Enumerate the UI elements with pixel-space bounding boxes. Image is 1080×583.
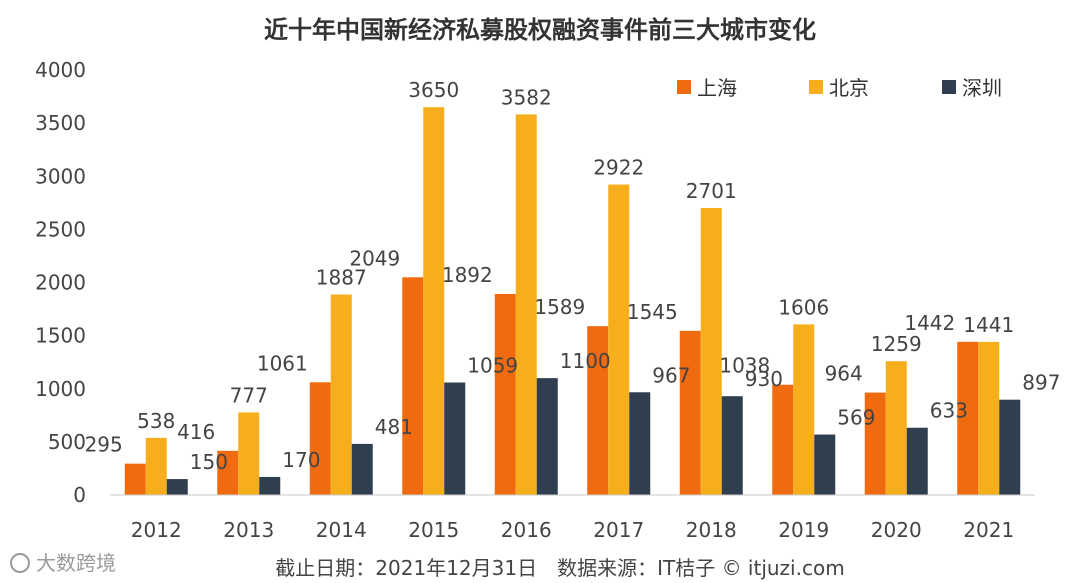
data-label: 1038 bbox=[719, 354, 770, 378]
legend-swatch-上海 bbox=[677, 80, 691, 94]
bar-北京-2012 bbox=[145, 437, 167, 495]
data-label: 416 bbox=[177, 420, 215, 444]
x-tick-label: 2019 bbox=[778, 518, 829, 542]
data-label: 569 bbox=[837, 406, 875, 430]
data-label: 1606 bbox=[778, 295, 829, 319]
data-label: 1441 bbox=[963, 313, 1014, 337]
legend-swatch-北京 bbox=[809, 80, 823, 94]
legend-label-北京: 北京 bbox=[829, 76, 869, 100]
bars-group bbox=[124, 107, 1021, 496]
bar-上海-2021 bbox=[957, 341, 979, 495]
bar-上海-2014 bbox=[309, 382, 331, 495]
x-axis: 2012 2013 2014 2015 2016 2017 2018 2019 2020 2021 bbox=[110, 494, 1035, 542]
data-label: 3582 bbox=[501, 85, 552, 109]
data-label: 3650 bbox=[408, 78, 459, 102]
bar-上海-2012 bbox=[124, 463, 146, 495]
bar-深圳-2015 bbox=[444, 382, 466, 495]
y-axis: 0 500 1000 1500 2000 2500 3000 3500 4000 bbox=[35, 58, 86, 507]
data-label: 295 bbox=[85, 433, 123, 457]
bar-深圳-2021 bbox=[999, 399, 1021, 495]
data-label: 1442 bbox=[904, 311, 955, 335]
bar-北京-2020 bbox=[885, 361, 907, 495]
x-tick-label: 2014 bbox=[316, 518, 367, 542]
x-tick-label: 2012 bbox=[131, 518, 182, 542]
y-tick-label: 1500 bbox=[35, 324, 86, 348]
data-label: 481 bbox=[375, 415, 413, 439]
data-label: 1892 bbox=[442, 263, 493, 287]
data-label: 2049 bbox=[349, 246, 400, 270]
x-tick-label: 2016 bbox=[501, 518, 552, 542]
x-tick-label: 2015 bbox=[408, 518, 459, 542]
bar-北京-2013 bbox=[238, 412, 260, 495]
bar-上海-2017 bbox=[587, 326, 609, 495]
bar-上海-2016 bbox=[494, 293, 516, 495]
data-label: 538 bbox=[137, 409, 175, 433]
data-label: 1545 bbox=[627, 300, 678, 324]
bar-深圳-2016 bbox=[536, 378, 558, 495]
bar-上海-2015 bbox=[402, 277, 424, 495]
data-label: 1589 bbox=[534, 295, 585, 319]
data-label: 1100 bbox=[560, 349, 611, 373]
bar-深圳-2019 bbox=[814, 434, 836, 495]
bar-深圳-2020 bbox=[906, 427, 928, 495]
data-label: 897 bbox=[1022, 371, 1060, 395]
data-label: 633 bbox=[930, 399, 968, 423]
y-tick-label: 0 bbox=[73, 483, 86, 507]
y-tick-label: 1000 bbox=[35, 377, 86, 401]
y-tick-label: 2000 bbox=[35, 271, 86, 295]
y-tick-label: 4000 bbox=[35, 58, 86, 82]
data-label: 777 bbox=[230, 383, 268, 407]
legend-label-深圳: 深圳 bbox=[962, 76, 1002, 100]
y-tick-label: 3000 bbox=[35, 164, 86, 188]
bar-北京-2021 bbox=[978, 341, 1000, 495]
watermark-logo-icon bbox=[10, 553, 30, 573]
bar-北京-2015 bbox=[423, 107, 445, 495]
bar-北京-2014 bbox=[330, 294, 352, 495]
y-tick-label: 2500 bbox=[35, 217, 86, 241]
watermark-text: 大数跨境 bbox=[36, 551, 116, 575]
data-label: 964 bbox=[825, 362, 863, 386]
bar-北京-2017 bbox=[608, 184, 630, 495]
x-tick-label: 2013 bbox=[223, 518, 274, 542]
data-label: 170 bbox=[282, 448, 320, 472]
bar-上海-2019 bbox=[772, 384, 794, 495]
y-tick-label: 500 bbox=[48, 430, 86, 454]
data-label: 1259 bbox=[871, 332, 922, 356]
data-label: 2701 bbox=[686, 179, 737, 203]
chart-title: 近十年中国新经济私募股权融资事件前三大城市变化 bbox=[264, 16, 816, 44]
bar-深圳-2018 bbox=[721, 396, 743, 495]
bar-北京-2016 bbox=[515, 114, 537, 495]
x-tick-label: 2021 bbox=[963, 518, 1014, 542]
legend: 上海 北京 深圳 bbox=[677, 76, 1002, 100]
bar-北京-2019 bbox=[793, 324, 815, 495]
bar-上海-2020 bbox=[864, 392, 886, 495]
x-tick-label: 2020 bbox=[871, 518, 922, 542]
x-tick-label: 2017 bbox=[593, 518, 644, 542]
bar-上海-2018 bbox=[679, 330, 701, 495]
footer-source: 截止日期：2021年12月31日 数据来源：IT桔子 © itjuzi.com bbox=[275, 556, 844, 580]
bar-深圳-2014 bbox=[351, 443, 373, 495]
data-label: 1887 bbox=[316, 266, 367, 290]
data-label: 150 bbox=[190, 450, 228, 474]
data-label: 1061 bbox=[257, 351, 308, 375]
bar-深圳-2017 bbox=[629, 392, 651, 495]
watermark-badge: 大数跨境 bbox=[10, 551, 116, 575]
y-tick-label: 3500 bbox=[35, 111, 86, 135]
bar-深圳-2012 bbox=[166, 479, 188, 495]
bar-上海-2013 bbox=[217, 450, 239, 495]
data-label: 930 bbox=[745, 367, 783, 391]
data-labels-group: 295 538 150 416 777 170 1061 1887 481 2049 3650 105… bbox=[85, 78, 1061, 474]
legend-swatch-深圳 bbox=[942, 80, 956, 94]
legend-label-上海: 上海 bbox=[697, 76, 737, 100]
data-label: 967 bbox=[652, 363, 690, 387]
bar-北京-2018 bbox=[700, 208, 722, 496]
data-label: 1059 bbox=[467, 353, 518, 377]
data-label: 2922 bbox=[593, 156, 644, 180]
bar-深圳-2013 bbox=[259, 476, 281, 495]
x-tick-label: 2018 bbox=[686, 518, 737, 542]
